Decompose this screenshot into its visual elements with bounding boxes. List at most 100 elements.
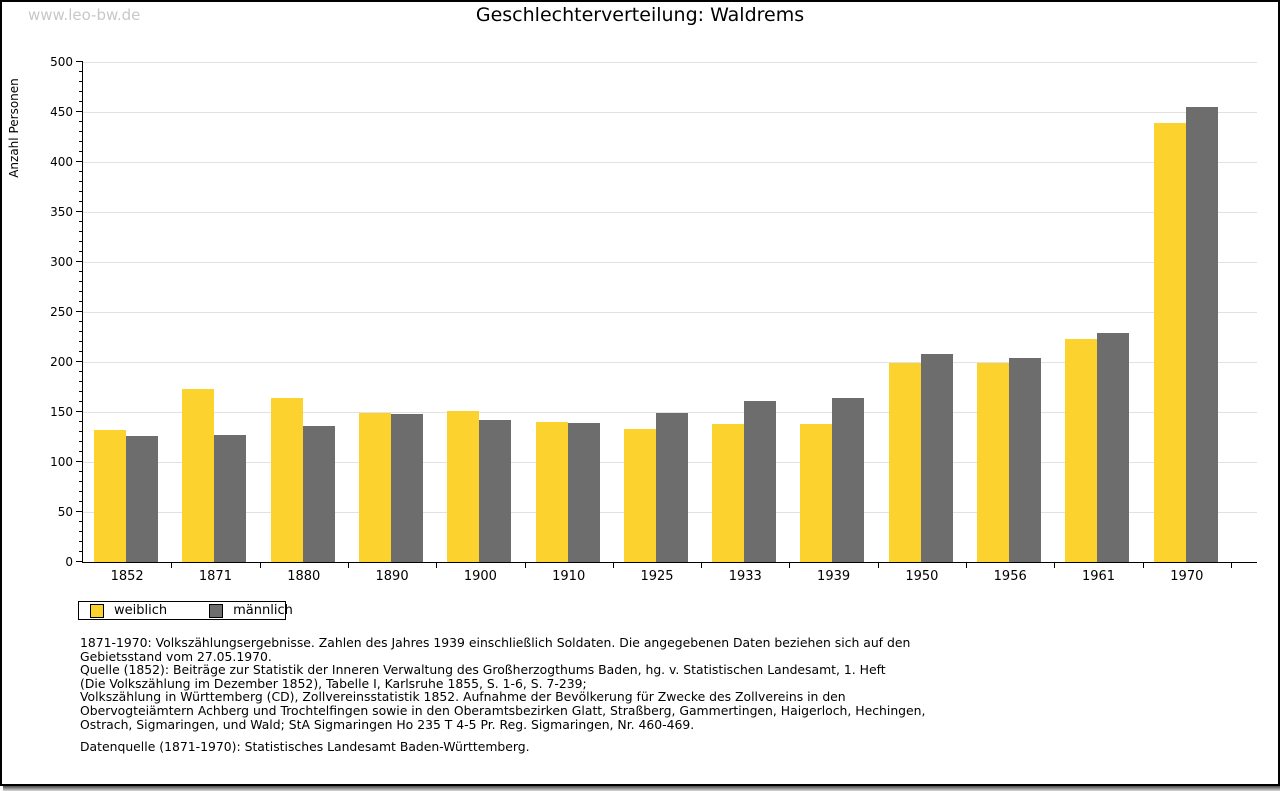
y-axis-tick bbox=[76, 111, 83, 112]
y-axis-tick bbox=[79, 181, 83, 182]
y-tick-label: 350 bbox=[50, 205, 73, 219]
y-axis-tick bbox=[79, 521, 83, 522]
y-tick-label: 200 bbox=[50, 355, 73, 369]
bar-männlich-1961 bbox=[1097, 333, 1130, 562]
maennlich-swatch bbox=[209, 603, 224, 618]
bar-weiblich-1961 bbox=[1065, 339, 1098, 562]
bar-weiblich-1950 bbox=[888, 363, 921, 562]
y-axis-tick bbox=[79, 201, 83, 202]
legend-label-weiblich: weiblich bbox=[114, 603, 168, 618]
y-axis-tick bbox=[79, 281, 83, 282]
bar-männlich-1900 bbox=[479, 420, 512, 562]
legend-item-maennlich: männlich bbox=[209, 603, 293, 618]
gridline bbox=[83, 411, 1257, 413]
x-axis-tick bbox=[966, 562, 968, 568]
bar-weiblich-1890 bbox=[358, 413, 391, 562]
y-axis-tick bbox=[79, 491, 83, 492]
gridline bbox=[83, 261, 1257, 263]
weiblich-swatch bbox=[90, 603, 104, 618]
y-axis-tick bbox=[79, 151, 83, 152]
legend: weiblich männlich bbox=[78, 601, 293, 620]
y-axis-tick bbox=[79, 301, 83, 302]
y-axis-tick bbox=[79, 131, 83, 132]
y-tick-label: 250 bbox=[50, 305, 73, 319]
y-axis-tick bbox=[79, 171, 83, 172]
y-tick-label: 300 bbox=[50, 255, 73, 269]
y-axis-tick bbox=[79, 231, 83, 232]
legend-label-maennlich: männlich bbox=[233, 603, 293, 618]
y-axis-tick bbox=[79, 441, 83, 442]
y-tick-label: 150 bbox=[50, 405, 73, 419]
bar-weiblich-1852 bbox=[94, 430, 126, 562]
bar-männlich-1925 bbox=[655, 413, 688, 562]
x-tick-label: 1852 bbox=[110, 569, 144, 584]
x-axis-tick bbox=[1231, 562, 1232, 568]
x-axis-tick bbox=[877, 562, 879, 568]
x-tick-label: 1910 bbox=[552, 569, 586, 584]
bar-männlich-1939 bbox=[832, 398, 865, 562]
x-axis-tick bbox=[436, 562, 438, 568]
y-axis-tick bbox=[79, 551, 83, 552]
y-axis-tick bbox=[79, 331, 83, 332]
y-axis-tick bbox=[79, 71, 83, 72]
y-tick-label: 500 bbox=[50, 55, 73, 69]
y-axis-tick bbox=[79, 381, 83, 382]
x-tick-label: 1956 bbox=[993, 569, 1027, 584]
y-axis-tick bbox=[79, 421, 83, 422]
gridline bbox=[83, 111, 1257, 113]
footnote-line: 1871-1970: Volkszählungsergebnisse. Zahl… bbox=[80, 635, 911, 650]
gridline bbox=[83, 161, 1257, 163]
bar-weiblich-1939 bbox=[800, 424, 833, 562]
bar-männlich-1956 bbox=[1009, 358, 1042, 562]
y-axis-tick bbox=[79, 431, 83, 432]
x-axis-tick bbox=[171, 562, 173, 568]
y-axis-tick bbox=[79, 321, 83, 322]
x-axis-line bbox=[82, 562, 1257, 563]
y-axis-tick bbox=[79, 471, 83, 472]
footnote-line: Gebietsstand vom 27.05.1970. bbox=[80, 648, 272, 664]
y-axis-label: Anzahl Personen bbox=[7, 78, 21, 178]
y-axis-tick bbox=[79, 391, 83, 392]
x-axis-tick bbox=[1054, 562, 1056, 568]
bar-männlich-1880 bbox=[302, 426, 335, 562]
y-tick-label: 450 bbox=[50, 105, 73, 119]
y-axis-tick bbox=[79, 291, 83, 292]
bar-weiblich-1970 bbox=[1153, 123, 1186, 562]
footnote-line: Ostrach, Sigmaringen, und Wald; StA Sigm… bbox=[80, 716, 695, 732]
y-axis-tick bbox=[79, 221, 83, 222]
bar-weiblich-1910 bbox=[535, 422, 568, 562]
chart-title: Geschlechterverteilung: Waldrems bbox=[475, 4, 805, 26]
y-tick-label: 50 bbox=[57, 505, 73, 519]
y-axis-tick bbox=[79, 141, 83, 142]
y-axis-tick bbox=[79, 191, 83, 192]
bar-männlich-1933 bbox=[744, 401, 777, 562]
x-tick-label: 1970 bbox=[1170, 569, 1204, 584]
x-tick-label: 1950 bbox=[905, 569, 939, 584]
y-axis-tick bbox=[76, 211, 83, 212]
bar-männlich-1950 bbox=[920, 354, 953, 562]
y-axis-tick bbox=[79, 501, 83, 502]
watermark: www.leo-bw.de bbox=[28, 6, 141, 24]
bar-männlich-1871 bbox=[214, 435, 247, 562]
bar-männlich-1970 bbox=[1185, 107, 1218, 562]
footnote-line: (Die Volkszählung im Dezember 1852), Tab… bbox=[80, 675, 587, 691]
y-axis-tick bbox=[79, 531, 83, 532]
x-tick-label: 1871 bbox=[198, 569, 232, 584]
y-axis-tick bbox=[79, 351, 83, 352]
x-axis-tick bbox=[701, 562, 703, 568]
x-axis-tick bbox=[524, 562, 526, 568]
y-axis-tick bbox=[76, 311, 83, 312]
y-axis-tick bbox=[79, 101, 83, 102]
bar-weiblich-1880 bbox=[270, 398, 303, 562]
y-axis-tick bbox=[76, 361, 83, 362]
y-tick-label: 100 bbox=[50, 455, 73, 469]
y-axis-tick bbox=[79, 371, 83, 372]
gridline bbox=[83, 361, 1257, 363]
y-axis-tick bbox=[76, 61, 83, 62]
gridline bbox=[83, 211, 1257, 213]
bar-weiblich-1871 bbox=[182, 389, 215, 562]
datasource-line: Datenquelle (1871-1970): Statistisches L… bbox=[80, 739, 530, 754]
y-axis-tick bbox=[76, 461, 83, 462]
y-axis-tick bbox=[79, 341, 83, 342]
